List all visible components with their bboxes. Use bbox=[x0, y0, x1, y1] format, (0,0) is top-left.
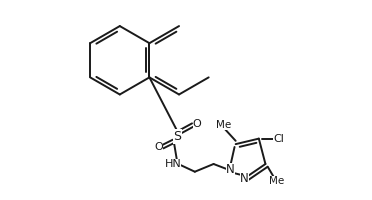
Text: Me: Me bbox=[269, 176, 284, 186]
Text: N: N bbox=[226, 163, 234, 176]
Text: Cl: Cl bbox=[273, 134, 284, 144]
Text: O: O bbox=[193, 119, 201, 129]
Text: S: S bbox=[173, 130, 181, 143]
Text: O: O bbox=[154, 142, 163, 152]
Text: N: N bbox=[240, 172, 249, 185]
Text: Me: Me bbox=[216, 120, 231, 130]
Text: HN: HN bbox=[164, 159, 181, 169]
